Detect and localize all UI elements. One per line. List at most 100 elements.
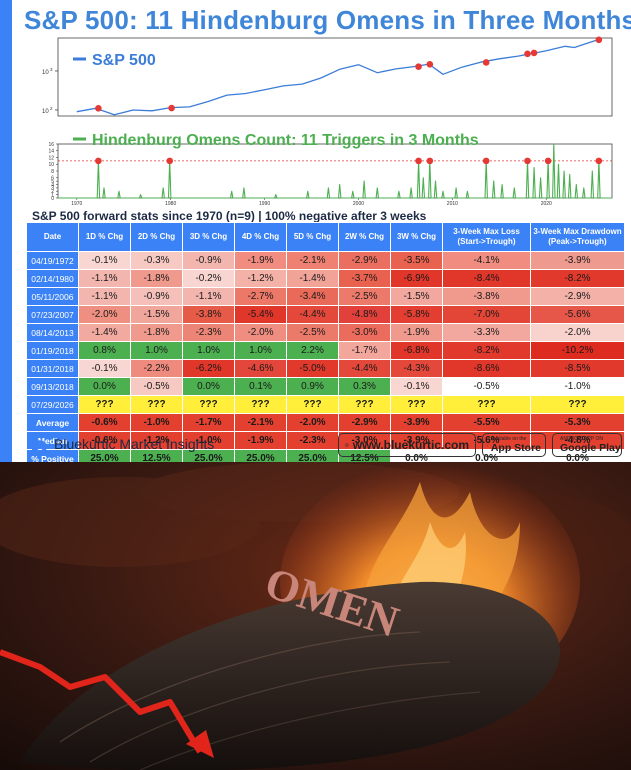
omen-marker — [482, 157, 490, 165]
table-cell: -5.6% — [530, 305, 625, 324]
table-cell: -0.1% — [390, 377, 443, 396]
row-label: Median — [26, 431, 79, 450]
summary-row: Average -0.6% -1.0% -1.7% -2.1% -2.0% -2.9% -3.… — [26, 413, 625, 432]
table-cell: -1.0% — [530, 377, 625, 396]
brand: Bluekurtic Market Insights — [30, 434, 214, 454]
table-cell: -8.2% — [530, 269, 625, 288]
table-cell: -8.6% — [442, 359, 531, 378]
apple-icon — [487, 444, 488, 446]
price-legend-label: S&P 500 — [92, 52, 156, 69]
website-link[interactable]: www.bluekurtic.com — [338, 433, 476, 457]
column-header: 3W % Chg — [390, 222, 443, 252]
omen-marker — [95, 157, 102, 165]
table-cell: -2.2% — [130, 359, 183, 378]
table-cell: -3.8% — [182, 305, 235, 324]
globe-icon — [345, 443, 349, 447]
table-header-row: Date 1D % Chg 2D % Chg 3D % Chg 4D % Chg 5D %… — [26, 222, 625, 252]
table-cell: 1.0% — [130, 341, 183, 360]
omen-marker — [544, 157, 552, 165]
table-cell: 2.2% — [286, 341, 339, 360]
table-cell: -1.2% — [234, 269, 287, 288]
footer: Bluekurtic Market Insights www.bluekurti… — [26, 430, 622, 460]
omen-marker — [166, 157, 174, 165]
row-label: 01/31/2018 — [26, 359, 79, 378]
table-cell: -0.1% — [78, 251, 131, 270]
table-cell: -0.9% — [182, 251, 235, 270]
table-row: 07/23/2007 -2.0% -1.5% -3.8% -5.4% -4.4% -4.8%… — [26, 305, 625, 324]
app-store-small-text: Available on the — [490, 435, 527, 442]
omen-marker — [95, 105, 102, 112]
table-cell: -0.5% — [130, 377, 183, 396]
table-cell: -2.9% — [530, 287, 625, 306]
column-header: 2W % Chg — [338, 222, 391, 252]
table-cell: 1.0% — [182, 341, 235, 360]
table-cell: -3.9% — [390, 413, 443, 432]
omens-y-tick-label: 16 — [48, 142, 54, 148]
table-cell: -0.6% — [78, 413, 131, 432]
table-cell: -4.8% — [338, 305, 391, 324]
table-cell: -1.0% — [182, 431, 235, 450]
table-row: 02/14/1980 -1.1% -1.8% -0.2% -1.2% -1.4% -3.7%… — [26, 269, 625, 288]
table-row: 04/19/1972 -0.1% -0.3% -0.9% -1.9% -2.1% -2.9%… — [26, 251, 625, 270]
table-cell: -5.6% — [442, 431, 531, 450]
table-cell: 0.3% — [338, 377, 391, 396]
omens-y-tick-label: 6 — [51, 176, 54, 182]
zeppelin-omen-illustration: OMEN — [0, 462, 631, 770]
omens-y-tick-label: 4 — [51, 182, 54, 188]
table-cell: -1.8% — [130, 269, 183, 288]
app-store-button[interactable]: Available on the App Store — [482, 433, 546, 457]
table-cell: ??? — [286, 395, 339, 414]
omen-marker — [415, 157, 422, 165]
table-cell: -4.4% — [338, 359, 391, 378]
table-cell: -1.4% — [78, 323, 131, 342]
table-row: 08/14/2013 -1.4% -1.8% -2.3% -2.0% -2.5% -3.0%… — [26, 323, 625, 342]
table-cell: -1.7% — [338, 341, 391, 360]
table-row: 01/19/2018 0.8% 1.0% 1.0% 1.0% 2.2% -1.7% -6.8%… — [26, 341, 625, 360]
google-play-button[interactable]: ANDROID APP ON Google Play — [552, 433, 622, 457]
row-label: 04/19/1972 — [26, 251, 79, 270]
table-cell: -2.5% — [286, 323, 339, 342]
table-cell: ??? — [530, 395, 625, 414]
omen-marker — [524, 157, 531, 165]
table-cell: -3.8% — [442, 287, 531, 306]
table-cell: -0.2% — [182, 269, 235, 288]
price-y-tick-exponent: 3 — [50, 67, 53, 72]
table-row: 05/11/2006 -1.1% -0.9% -1.1% -2.7% -3.4% -2.5%… — [26, 287, 625, 306]
brand-name: Bluekurtic Market Insights — [54, 436, 215, 452]
table-cell: -8.5% — [530, 359, 625, 378]
table-cell: -1.9% — [234, 251, 287, 270]
table-cell: -5.4% — [234, 305, 287, 324]
table-cell: 0.0% — [182, 377, 235, 396]
column-header: Date — [26, 222, 79, 252]
summary-row: Median -0.6% -1.2% -1.0% -1.9% -2.3% -3.0% -3.9… — [26, 431, 625, 450]
table-cell: -4.1% — [442, 251, 531, 270]
omen-marker — [530, 49, 538, 57]
table-cell: -1.5% — [390, 287, 443, 306]
table-cell: -0.9% — [130, 287, 183, 306]
table-cell: -1.9% — [390, 323, 443, 342]
omens-x-tick-label: 2010 — [447, 201, 458, 206]
table-cell: -0.3% — [130, 251, 183, 270]
table-cell: -2.0% — [78, 305, 131, 324]
table-cell: -3.7% — [338, 269, 391, 288]
omens-y-tick-label: 2 — [51, 189, 54, 195]
table-cell: -3.5% — [390, 251, 443, 270]
table-cell: -2.3% — [286, 431, 339, 450]
table-cell: 0.8% — [78, 341, 131, 360]
omens-x-tick-label: 1990 — [259, 201, 270, 206]
omens-y-tick-label: 10 — [48, 162, 54, 168]
table-cell: -1.4% — [286, 269, 339, 288]
omen-marker — [415, 63, 422, 70]
table-cell: -0.6% — [78, 431, 131, 450]
table-cell: -1.0% — [130, 413, 183, 432]
table-cell: -1.1% — [78, 287, 131, 306]
price-y-tick-exponent: 2 — [50, 106, 53, 111]
table-cell: -1.5% — [130, 305, 183, 324]
column-header: 3-Week Max Drawdown (Peak->Trough) — [530, 222, 625, 252]
row-label: 07/29/2026 — [26, 395, 79, 414]
table-cell: -5.8% — [390, 305, 443, 324]
table-cell: -3.9% — [530, 251, 625, 270]
omen-marker — [595, 157, 603, 165]
table-cell: -1.9% — [234, 431, 287, 450]
